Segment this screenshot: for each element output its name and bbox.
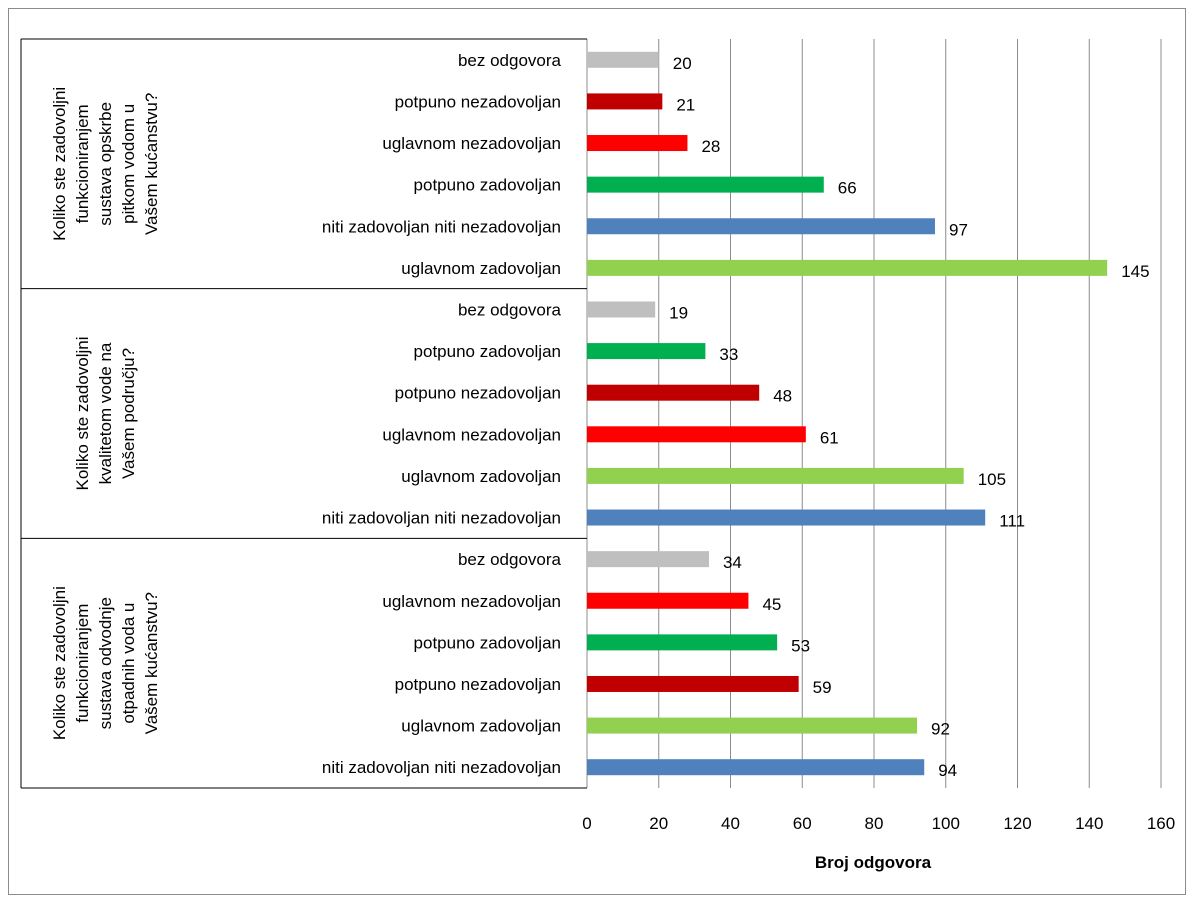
group-label-line: Vašem kućanstvu? <box>142 592 161 734</box>
category-label: niti zadovoljan niti nezadovoljan <box>322 509 561 528</box>
data-label: 20 <box>673 54 692 73</box>
group-label-line: otpadnih voda u <box>119 603 138 724</box>
group-label: Koliko ste zadovoljni funkcioniranjem sust… <box>50 87 161 241</box>
data-label: 28 <box>701 137 720 156</box>
data-label: 111 <box>999 512 1025 531</box>
data-label: 21 <box>676 95 695 114</box>
x-tick-label: 160 <box>1147 814 1175 833</box>
data-label: 59 <box>813 678 832 697</box>
category-label: uglavnom zadovoljan <box>401 717 561 736</box>
bar <box>587 551 709 568</box>
category-label: niti zadovoljan niti nezadovoljan <box>322 758 561 777</box>
chart-frame <box>8 8 1186 895</box>
category-label: uglavnom zadovoljan <box>401 259 561 278</box>
category-label: bez odgovora <box>458 51 562 70</box>
category-label: potpuno nezadovoljan <box>395 675 561 694</box>
group-label-line: Vašem kućanstvu? <box>142 93 161 235</box>
data-label: 19 <box>669 303 688 322</box>
bar <box>587 467 964 484</box>
category-label: uglavnom nezadovoljan <box>382 134 561 153</box>
bar <box>587 509 986 526</box>
category-label: potpuno nezadovoljan <box>395 92 561 111</box>
data-label: 92 <box>931 720 950 739</box>
data-label: 33 <box>719 345 738 364</box>
bar <box>587 51 659 68</box>
data-label: 45 <box>762 595 781 614</box>
bar <box>587 93 663 110</box>
x-tick-label: 140 <box>1075 814 1103 833</box>
data-label: 145 <box>1121 262 1149 281</box>
data-label: 97 <box>949 220 968 239</box>
group-label-line: sustava opskrbe <box>96 102 115 226</box>
group-label-line: sustava odvodnje <box>96 597 115 729</box>
x-tick-label: 20 <box>649 814 668 833</box>
x-tick-label: 40 <box>721 814 740 833</box>
bar <box>587 259 1108 276</box>
bar <box>587 301 656 318</box>
bar <box>587 426 806 443</box>
bar <box>587 634 778 651</box>
group-label-line: Vašem području? <box>119 348 138 479</box>
group-label-line: Koliko ste zadovoljni <box>50 87 69 241</box>
x-tick-label: 60 <box>793 814 812 833</box>
group-label-line: funkcioniranjem <box>73 104 92 223</box>
data-label: 34 <box>723 553 742 572</box>
grid-layer <box>658 39 1162 788</box>
bar <box>587 343 706 360</box>
category-label: uglavnom zadovoljan <box>401 467 561 486</box>
data-label: 48 <box>773 387 792 406</box>
category-label: bez odgovora <box>458 550 562 569</box>
category-label: bez odgovora <box>458 300 562 319</box>
group-label-line: funkcioniranjem <box>73 604 92 723</box>
category-label: potpuno zadovoljan <box>414 342 561 361</box>
data-label: 105 <box>978 470 1006 489</box>
bar <box>587 759 925 776</box>
bar <box>587 675 799 692</box>
category-label: potpuno nezadovoljan <box>395 384 561 403</box>
data-label: 53 <box>791 636 810 655</box>
x-tick-label: 0 <box>582 814 591 833</box>
data-label: 94 <box>938 761 957 780</box>
axis-frame <box>20 38 588 789</box>
bar <box>587 176 824 193</box>
x-tick-label: 120 <box>1003 814 1031 833</box>
group-label: Koliko ste zadovoljni funkcioniranjem sust… <box>50 586 161 740</box>
bar <box>587 135 688 152</box>
group-label-line: pitkom vodom u <box>119 104 138 224</box>
category-label: potpuno zadovoljan <box>414 633 561 652</box>
category-label: niti zadovoljan niti nezadovoljan <box>322 217 561 236</box>
bars-layer <box>587 51 1108 776</box>
group-label-line: Koliko ste zadovoljni <box>50 586 69 740</box>
x-tick-label: 100 <box>932 814 960 833</box>
group-label-line: kvalitetom vode na <box>96 342 115 484</box>
bar <box>587 384 760 401</box>
data-label: 61 <box>820 428 839 447</box>
category-label: uglavnom nezadovoljan <box>382 425 561 444</box>
bar <box>587 218 935 235</box>
labels-layer: 0 20 40 60 80 100 120 140 160 Koliko ste zadovolj… <box>50 51 1175 833</box>
category-label: uglavnom nezadovoljan <box>382 592 561 611</box>
x-axis-title: Broj odgovora <box>815 853 932 872</box>
category-label: potpuno zadovoljan <box>414 176 561 195</box>
bar <box>587 592 749 609</box>
data-label: 66 <box>838 179 857 198</box>
bar <box>587 717 918 734</box>
x-tick-label: 80 <box>865 814 884 833</box>
group-label-line: Koliko ste zadovoljni <box>73 336 92 490</box>
group-label: Koliko ste zadovoljni kvalitetom vode na V… <box>73 336 138 490</box>
